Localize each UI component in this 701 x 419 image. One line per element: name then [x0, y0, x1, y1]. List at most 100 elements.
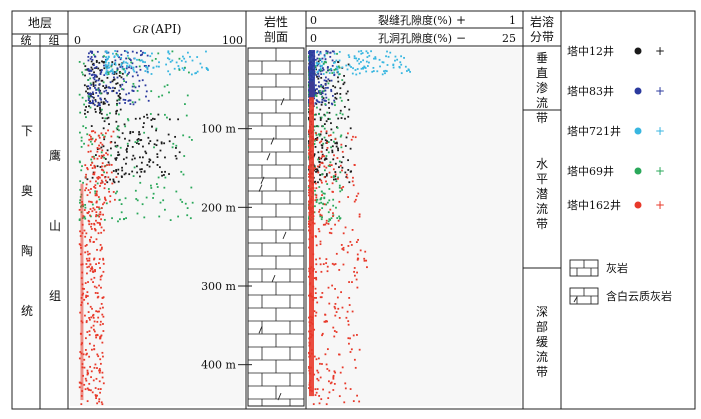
porosity-point: [332, 62, 335, 64]
gr-point: [104, 183, 106, 186]
gr-point: [155, 127, 158, 130]
gr-point: [142, 61, 145, 63]
gr-point: [92, 241, 95, 243]
gr-point: [104, 158, 107, 160]
porosity-point: [340, 161, 343, 164]
gr-point: [143, 216, 146, 219]
karst-zone-char: 部: [536, 319, 548, 334]
gr-point: [98, 147, 101, 150]
gr-point: [118, 136, 121, 139]
gr-point: [142, 126, 145, 129]
gr-point: [88, 330, 91, 333]
porosity-point: [319, 376, 322, 379]
porosity-point: [334, 68, 337, 71]
gr-point: [107, 57, 109, 60]
porosity-point: [325, 120, 328, 123]
gr-point: [102, 270, 105, 273]
porosity-point: [330, 227, 333, 230]
porosity-point: [352, 400, 355, 403]
porosity-point: [339, 217, 342, 220]
group-char: 组: [49, 289, 61, 303]
porosity-point: [321, 155, 324, 158]
gr-point: [132, 68, 135, 71]
gr-point: [103, 102, 106, 105]
gr-point: [91, 210, 94, 213]
gr-point: [96, 176, 99, 179]
porosity-point: [330, 122, 332, 125]
gr-point: [90, 70, 93, 72]
porosity-point: [308, 168, 310, 171]
gr-point: [92, 271, 95, 273]
gr-point: [99, 211, 102, 214]
gr-point: [120, 62, 123, 65]
porosity-point: [315, 271, 317, 273]
karst-zone-char: 流: [536, 350, 548, 364]
legend-well-swatch: [634, 47, 642, 55]
gr-point: [158, 215, 161, 218]
porosity-point: [399, 61, 402, 64]
gr-point: [84, 251, 87, 254]
porosity-point: [328, 188, 331, 190]
gr-point: [167, 50, 170, 53]
gr-point: [91, 52, 93, 54]
porosity-point: [354, 136, 357, 139]
gr-point: [106, 73, 109, 76]
porosity-point: [334, 288, 336, 290]
gr-point: [129, 132, 132, 135]
porosity-point: [355, 57, 358, 60]
gr-point: [167, 70, 170, 73]
porosity-point: [320, 398, 323, 401]
porosity-point: [322, 90, 325, 93]
porosity-point: [345, 92, 348, 95]
gr-point: [115, 157, 118, 159]
group-char: 山: [49, 219, 61, 233]
porosity-point: [324, 76, 327, 79]
gr-point: [124, 197, 127, 200]
gr-point: [112, 130, 115, 133]
gr-point: [85, 173, 87, 176]
gr-point: [96, 402, 99, 405]
porosity-point: [337, 147, 339, 150]
gr-point: [147, 136, 150, 139]
porosity-point: [320, 201, 323, 204]
gr-point: [124, 137, 126, 140]
gr-point: [85, 99, 87, 102]
gr-point: [124, 99, 127, 101]
porosity-point: [308, 294, 310, 297]
porosity-point: [316, 198, 319, 201]
gr-point: [162, 199, 165, 202]
gr-point: [180, 170, 183, 173]
gr-point: [174, 135, 177, 138]
gr-point: [89, 200, 92, 203]
porosity-point: [353, 270, 355, 273]
porosity-point: [351, 180, 354, 183]
porosity-point: [345, 136, 348, 139]
gr-point: [101, 341, 104, 344]
porosity-point: [318, 230, 321, 233]
porosity-point: [333, 140, 335, 143]
porosity-point: [392, 66, 395, 69]
gr-point: [117, 154, 119, 157]
gr-point: [106, 52, 109, 54]
gr-point: [106, 117, 109, 120]
gr-point: [93, 320, 96, 323]
gr-point: [206, 68, 209, 70]
gr-point: [190, 186, 193, 189]
gr-point: [143, 122, 145, 125]
gr-point: [92, 379, 95, 382]
gr-point: [128, 66, 130, 69]
gr-point: [100, 231, 103, 234]
gr-point: [99, 320, 102, 323]
porosity-point: [316, 64, 319, 67]
gr-point: [172, 142, 175, 145]
porosity-point: [358, 400, 361, 403]
porosity-point: [331, 72, 334, 74]
porosity-point: [324, 139, 327, 142]
porosity-point: [353, 164, 356, 166]
gr-point: [157, 95, 160, 98]
porosity-point: [324, 114, 327, 117]
porosity-point: [322, 263, 325, 266]
gr-point: [120, 76, 123, 79]
gr-point: [79, 201, 81, 204]
porosity-point: [325, 96, 328, 99]
